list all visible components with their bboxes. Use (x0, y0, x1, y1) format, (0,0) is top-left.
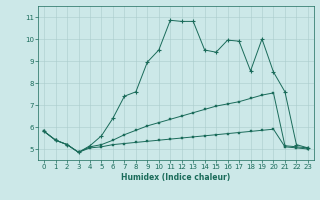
X-axis label: Humidex (Indice chaleur): Humidex (Indice chaleur) (121, 173, 231, 182)
